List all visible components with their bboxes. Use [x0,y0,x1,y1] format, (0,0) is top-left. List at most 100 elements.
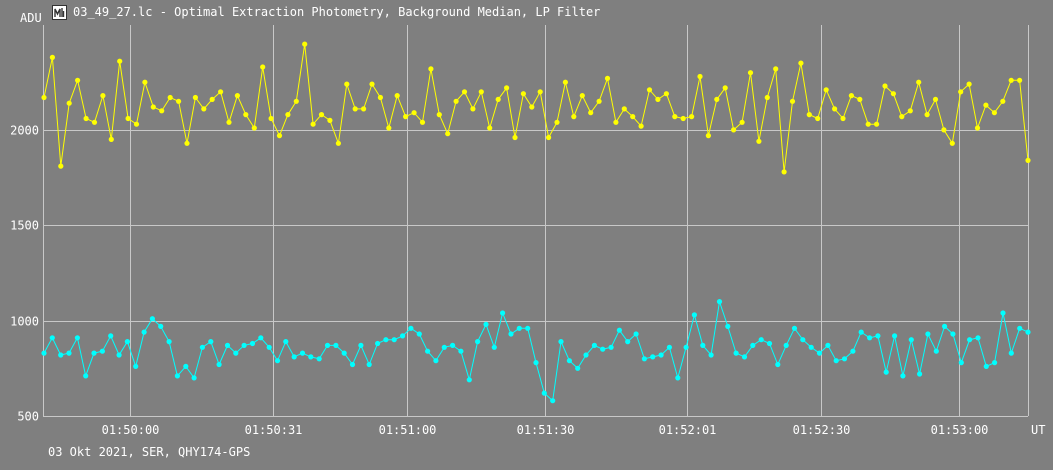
series-1-point [741,354,748,360]
series-0-point [470,106,476,112]
series-1-point [74,335,80,341]
series-0-point [823,87,829,93]
series-0-point [91,119,98,125]
series-0-point [806,112,812,118]
series-0-point [41,94,47,101]
series-1-point [750,342,756,348]
series-1-point [441,344,447,350]
series-0-point [369,81,375,87]
series-1-point [633,331,639,337]
series-1-point [483,321,489,327]
series-0-point [890,91,897,97]
series-1-point [1000,310,1006,316]
x-tick-label: 01:50:00 [102,423,160,437]
series-1-point [66,350,72,356]
series-0-point [546,134,552,141]
series-1-point [608,344,614,350]
series-1-point [375,340,381,347]
series-0-point [907,108,913,114]
series-1-point [400,333,406,339]
series-0-point [773,66,779,72]
series-0-point [377,94,383,101]
series-1-point [641,356,648,362]
series-0-point [916,79,922,85]
series-1-point [800,337,806,343]
series-0-point [529,104,535,110]
chart-title: 03_49_27.lc - Optimal Extraction Photome… [73,5,601,19]
series-1-point [942,323,948,329]
series-0-point [419,119,426,125]
series-1-point [700,342,706,348]
series-0-point [689,114,695,120]
series-1-point [983,363,989,369]
series-1-point [266,344,272,350]
series-0-point [865,121,871,127]
series-0-point [58,163,64,169]
series-1-point [391,337,397,343]
series-0-point [302,41,308,47]
series-0-point [478,89,484,95]
series-0-point [722,85,728,91]
series-0-point [234,93,240,99]
series-0-point [924,112,930,118]
series-0-point [453,98,459,104]
series-1-point [658,352,664,358]
series-0-point [680,115,686,122]
series-1-point [808,344,814,350]
series-1-line [43,301,1029,402]
series-0-point [672,114,678,120]
series-0-point [554,119,560,125]
series-1-point [550,398,556,404]
series-0-point [276,133,283,139]
series-0-point [285,112,291,118]
series-0-point [310,121,316,127]
series-0-point [411,110,417,116]
series-1-point [683,344,689,350]
series-0-point [991,110,998,116]
series-0-point [49,54,56,61]
series-1-point [875,333,881,339]
series-0-point [386,125,392,131]
series-1-point [992,360,998,366]
series-0-point [1017,77,1023,83]
series-0-point [848,93,855,99]
series-1-point [258,335,264,341]
series-1-point [850,348,856,354]
series-1-point [766,340,773,347]
series-0-point [949,140,955,146]
series-1-point [91,350,97,356]
series-0-point [646,87,653,93]
series-0-point [159,108,165,114]
series-1-point [708,352,714,358]
series-0-point [436,112,442,118]
series-1-point [783,342,789,348]
series-1-point [433,358,439,364]
y-tick-label: 1500 [10,219,39,233]
series-1-point [841,356,848,362]
series-1-point [83,373,89,379]
series-1-point [575,365,581,371]
series-0-point [293,98,299,104]
series-0-point [142,79,148,85]
series-0-point [958,89,964,95]
series-0-point [428,66,434,72]
series-1-point [491,344,497,350]
series-0-point [571,114,577,120]
series-1-point [199,344,205,350]
series-0-point [218,89,224,95]
series-1-point [858,329,864,335]
series-1-point [224,342,231,348]
series-0-point [663,91,670,97]
series-0-point [335,140,341,146]
series-0-point [100,93,106,99]
series-0-point [344,81,350,87]
series-1-point [99,348,105,354]
series-0-line [43,44,1029,172]
series-1-point [466,377,472,383]
series-1-point [299,350,306,356]
series-0-point [899,114,905,120]
series-1-point [333,342,339,348]
series-1-point [358,342,364,348]
series-1-point [825,342,831,348]
series-0-point [983,102,989,108]
